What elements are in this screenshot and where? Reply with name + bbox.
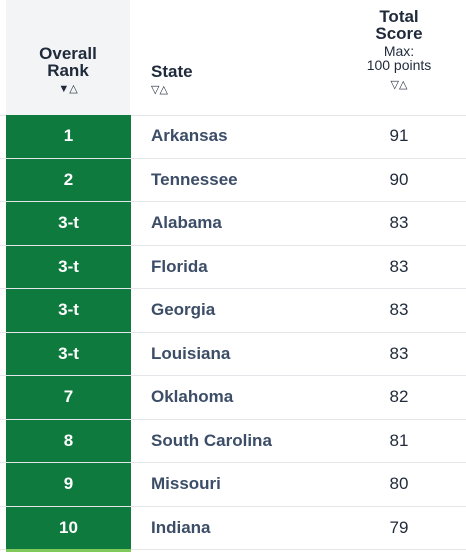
rank-header-line1: Overall (39, 44, 97, 63)
score-max-label: Max: (383, 43, 415, 59)
table-row: 10 Indiana 79 (0, 506, 466, 550)
state-cell: Missouri (151, 474, 221, 494)
table-header: Overall Rank ▼△ State ▽△ Total Score Max… (0, 0, 466, 116)
next-row-accent-strip (6, 549, 131, 552)
rank-sort-icon[interactable]: ▼△ (58, 83, 78, 95)
score-max-value: 100 points (366, 57, 432, 73)
rank-cell: 3-t (6, 289, 131, 332)
state-sort-icon[interactable]: ▽△ (151, 84, 168, 96)
rank-cell: 9 (6, 463, 131, 506)
rank-cell: 2 (6, 158, 131, 201)
table-row: 3-t Georgia 83 (0, 289, 466, 333)
state-cell: Indiana (151, 517, 211, 537)
rank-cell: 8 (6, 419, 131, 462)
state-cell: Louisiana (151, 343, 231, 363)
score-cell: 91 (389, 126, 409, 146)
rank-column-header[interactable]: Overall Rank ▼△ (6, 0, 130, 115)
rank-cell: 3-t (6, 245, 131, 288)
table-row: 3-t Louisiana 83 (0, 332, 466, 376)
state-cell: South Carolina (151, 430, 272, 450)
table-body: 1 Arkansas 91 2 Tennessee 90 3-t Alabama… (0, 115, 466, 550)
state-cell: Arkansas (151, 126, 228, 146)
score-cell: 79 (389, 517, 409, 537)
score-cell: 80 (389, 474, 409, 494)
rank-cell: 1 (6, 115, 131, 158)
score-column-header[interactable]: Total Score Max: 100 points ▽△ (332, 0, 466, 115)
rank-cell: 7 (6, 376, 131, 419)
table-row: 2 Tennessee 90 (0, 158, 466, 202)
state-cell: Alabama (151, 213, 222, 233)
table-row: 7 Oklahoma 82 (0, 376, 466, 420)
score-cell: 90 (389, 169, 409, 189)
table-row: 3-t Florida 83 (0, 245, 466, 289)
rank-cell: 10 (6, 506, 131, 549)
state-cell: Tennessee (151, 169, 238, 189)
state-column-header[interactable]: State ▽△ (130, 0, 368, 115)
state-cell: Georgia (151, 300, 216, 320)
score-cell: 82 (389, 387, 409, 407)
score-cell: 83 (389, 343, 409, 363)
table-row: 9 Missouri 80 (0, 463, 466, 507)
score-header-line2: Score (375, 24, 423, 43)
state-header-title: State (151, 62, 193, 81)
state-cell: Florida (151, 256, 208, 276)
table-row: 3-t Alabama 83 (0, 202, 466, 246)
table-row: 1 Arkansas 91 (0, 115, 466, 159)
rank-cell: 3-t (6, 202, 131, 245)
score-cell: 83 (389, 213, 409, 233)
state-cell: Oklahoma (151, 387, 234, 407)
rank-header-line2: Rank (47, 61, 89, 80)
table-row: 8 South Carolina 81 (0, 419, 466, 463)
score-cell: 83 (389, 256, 409, 276)
score-sort-icon[interactable]: ▽△ (390, 79, 408, 91)
score-header-line1: Total (379, 7, 419, 26)
score-cell: 83 (389, 300, 409, 320)
score-cell: 81 (389, 430, 409, 450)
rank-cell: 3-t (6, 332, 131, 375)
